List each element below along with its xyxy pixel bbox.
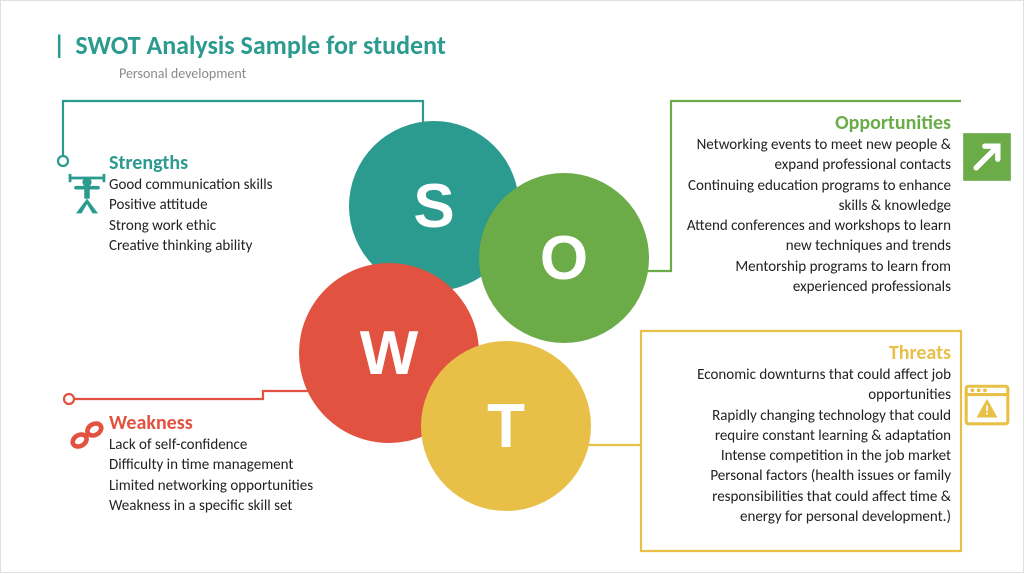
- list-item: Continuing education programs to enhance…: [681, 176, 951, 217]
- swot-letter-o: O: [540, 223, 588, 294]
- list-item: Rapidly changing technology that could r…: [681, 406, 951, 447]
- section-strengths: Strengths Good communication skills Posi…: [109, 151, 339, 256]
- opportunities-heading: Opportunities: [681, 111, 951, 135]
- swot-circle-opportunities: O: [479, 173, 649, 343]
- section-threats: Threats Economic downturns that could af…: [681, 341, 951, 527]
- list-item: Good communication skills: [109, 175, 339, 195]
- weakness-items: Lack of self-confidence Difficulty in ti…: [109, 435, 359, 516]
- threats-icon: !: [959, 377, 1015, 433]
- swot-circle-threats: T: [421, 341, 591, 511]
- list-item: Strong work ethic: [109, 216, 339, 236]
- list-item: Attend conferences and workshops to lear…: [681, 216, 951, 257]
- list-item: Personal factors (health issues or famil…: [681, 466, 951, 527]
- list-item: Difficulty in time management: [109, 455, 359, 475]
- list-item: Intense competition in the job market: [681, 446, 951, 466]
- strengths-heading: Strengths: [109, 151, 339, 175]
- list-item: Economic downturns that could affect job…: [681, 365, 951, 406]
- svg-text:!: !: [985, 401, 989, 418]
- section-weakness: Weakness Lack of self-confidence Difficu…: [109, 411, 359, 516]
- swot-letter-w: W: [360, 318, 419, 389]
- opportunities-items: Networking events to meet new people & e…: [681, 135, 951, 297]
- section-opportunities: Opportunities Networking events to meet …: [681, 111, 951, 297]
- swot-letter-t: T: [487, 391, 525, 462]
- list-item: Limited networking opportunities: [109, 476, 359, 496]
- list-item: Networking events to meet new people & e…: [681, 135, 951, 176]
- weakness-icon: [59, 407, 115, 463]
- strengths-icon: [59, 167, 115, 223]
- strengths-items: Good communication skills Positive attit…: [109, 175, 339, 256]
- list-item: Positive attitude: [109, 195, 339, 215]
- list-item: Weakness in a specific skill set: [109, 496, 359, 516]
- swot-letter-s: S: [413, 171, 454, 242]
- list-item: Mentorship programs to learn from experi…: [681, 257, 951, 298]
- list-item: Creative thinking ability: [109, 236, 339, 256]
- opportunities-icon: [959, 129, 1015, 185]
- list-item: Lack of self-confidence: [109, 435, 359, 455]
- threats-heading: Threats: [681, 341, 951, 365]
- weakness-heading: Weakness: [109, 411, 359, 435]
- threats-items: Economic downturns that could affect job…: [681, 365, 951, 527]
